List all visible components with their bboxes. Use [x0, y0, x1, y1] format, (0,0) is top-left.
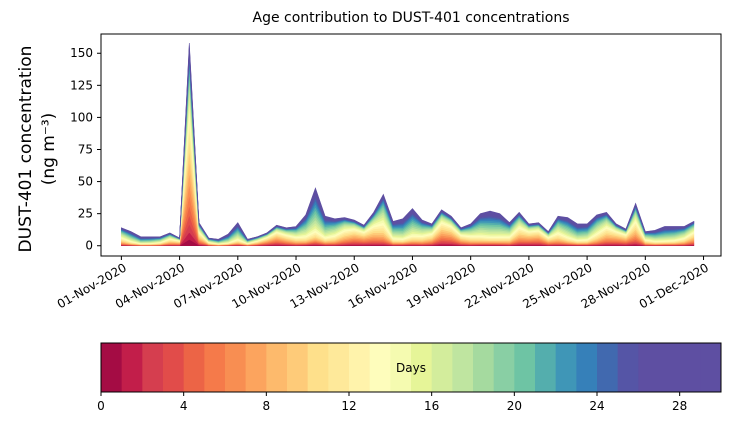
colorbar-tick-label: 24	[589, 399, 604, 413]
colorbar-segment-2	[142, 343, 164, 392]
colorbar-tick-label: 0	[97, 399, 105, 413]
area-layer-26	[121, 50, 695, 241]
colorbar-segment-23	[576, 343, 598, 392]
colorbar-segment-24	[597, 343, 619, 392]
colorbar-tick-label: 4	[180, 399, 188, 413]
colorbar-segment-19	[493, 343, 515, 392]
colorbar-tick-label: 12	[341, 399, 356, 413]
area-layer-24	[121, 55, 695, 241]
colorbar-segment-27	[659, 343, 681, 392]
y-tick-label: 75	[78, 142, 93, 156]
y-tick-label: 50	[78, 175, 93, 189]
area-layer-27	[121, 47, 695, 241]
y-tick-label: 100	[70, 110, 93, 124]
y-axis-label: DUST-401 concentration (ng m⁻³)	[16, 46, 59, 253]
colorbar-segment-15	[411, 343, 433, 392]
x-axis: 01-Nov-202004-Nov-202007-Nov-202010-Nov-…	[55, 256, 711, 311]
area-layer-29	[121, 42, 695, 240]
y-axis-label-line2: (ng m⁻³)	[39, 113, 59, 186]
y-axis-label-line1: DUST-401 concentration	[16, 46, 36, 253]
colorbar-segment-20	[514, 343, 536, 392]
y-tick-label: 0	[85, 239, 93, 253]
colorbar-segment-10	[307, 343, 329, 392]
chart-title: Age contribution to DUST-401 concentrati…	[253, 10, 570, 26]
colorbar-segment-11	[328, 343, 350, 392]
colorbar-segment-28	[679, 343, 701, 392]
colorbar-tick-label: 28	[672, 399, 687, 413]
colorbar-segment-0	[101, 343, 123, 392]
area-layer-25	[121, 52, 695, 241]
colorbar-segment-16	[431, 343, 453, 392]
stacked-areas	[121, 42, 695, 247]
colorbar-label: Days	[396, 361, 426, 375]
colorbar-segment-1	[121, 343, 143, 392]
colorbar-segment-17	[452, 343, 474, 392]
colorbar-segment-26	[638, 343, 660, 392]
colorbar-segment-13	[369, 343, 391, 392]
area-layer-28	[121, 45, 695, 240]
colorbar-segment-22	[555, 343, 577, 392]
colorbar-segment-9	[287, 343, 309, 392]
colorbar-segment-21	[535, 343, 557, 392]
colorbar-segment-7	[245, 343, 267, 392]
colorbar-frame	[100, 342, 722, 393]
colorbar-segment-14	[390, 343, 412, 392]
colorbar	[100, 342, 722, 393]
colorbar-segment-4	[183, 343, 205, 392]
colorbar-segment-18	[473, 343, 495, 392]
y-tick-label: 25	[78, 207, 93, 221]
colorbar-tick-label: 16	[424, 399, 439, 413]
colorbar-tick-label: 8	[263, 399, 271, 413]
y-tick-label: 125	[70, 78, 93, 92]
y-tick-label: 150	[70, 46, 93, 60]
colorbar-segment-5	[204, 343, 226, 392]
colorbar-tick-label: 20	[507, 399, 522, 413]
colorbar-segment-6	[225, 343, 247, 392]
colorbar-segment-12	[349, 343, 371, 392]
colorbar-segment-25	[617, 343, 639, 392]
colorbar-axis: 0 4 8 12 16 20 24 28	[97, 392, 687, 413]
colorbar-segment-3	[163, 343, 185, 392]
colorbar-segment-29	[700, 343, 722, 392]
colorbar-segment-8	[266, 343, 288, 392]
plot-frame	[100, 33, 722, 257]
y-axis: 0 25 50 75 100 125 150	[70, 46, 101, 253]
